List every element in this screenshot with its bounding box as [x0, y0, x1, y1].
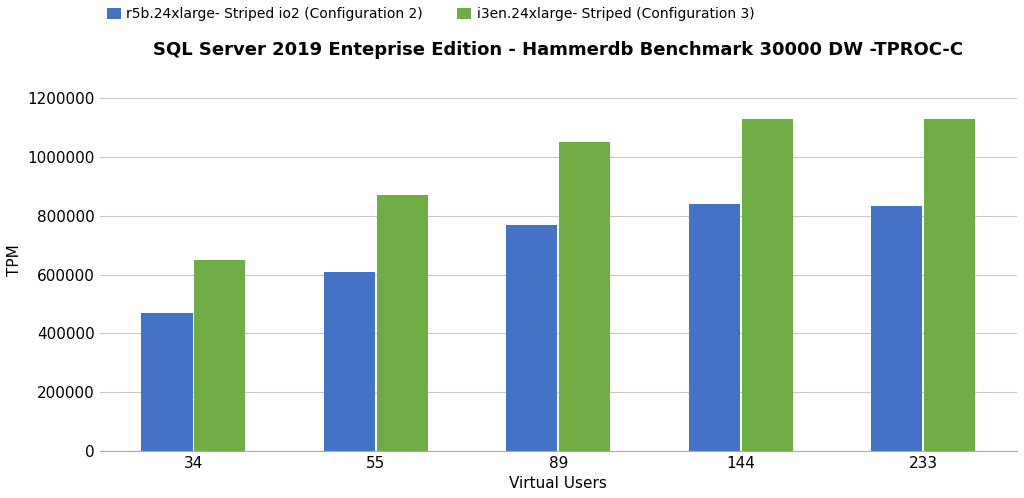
Bar	[195, 260, 246, 451]
Bar	[741, 119, 793, 451]
X-axis label: Virtual Users: Virtual Users	[510, 476, 607, 491]
Bar	[377, 195, 428, 451]
Bar	[871, 206, 923, 451]
Bar	[141, 313, 193, 451]
Bar	[689, 204, 740, 451]
Bar	[559, 142, 610, 451]
Bar	[324, 271, 375, 451]
Bar	[925, 119, 975, 451]
Y-axis label: TPM: TPM	[7, 244, 22, 276]
Title: SQL Server 2019 Enteprise Edition - Hammerdb Benchmark 30000 DW -TPROC-C: SQL Server 2019 Enteprise Edition - Hamm…	[154, 41, 964, 59]
Bar	[507, 225, 557, 451]
Legend: r5b.24xlarge- Striped io2 (Configuration 2), i3en.24xlarge- Striped (Configurati: r5b.24xlarge- Striped io2 (Configuration…	[106, 7, 755, 21]
